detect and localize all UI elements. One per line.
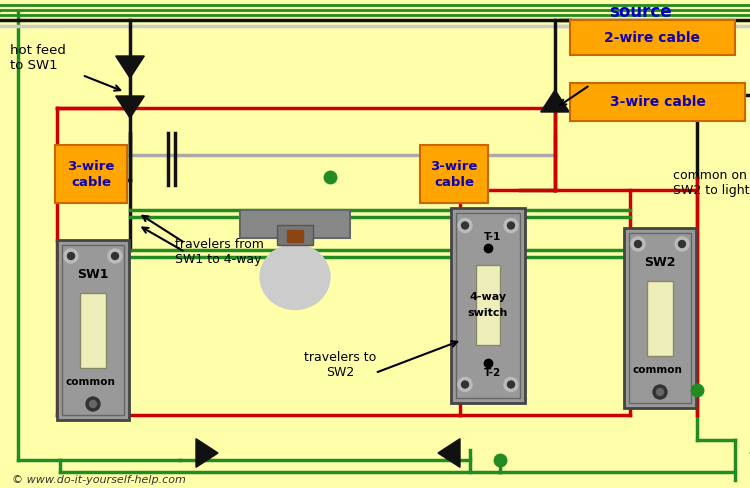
Polygon shape	[116, 56, 144, 78]
Text: source: source	[609, 3, 671, 21]
Bar	[647, 281, 673, 355]
FancyBboxPatch shape	[420, 145, 488, 203]
Text: common: common	[632, 365, 682, 375]
Circle shape	[64, 249, 78, 263]
Bar	[287, 230, 303, 242]
Text: 3-wire
cable: 3-wire cable	[68, 160, 115, 188]
Polygon shape	[196, 439, 218, 468]
FancyBboxPatch shape	[55, 145, 127, 203]
Text: SW1: SW1	[77, 267, 109, 281]
Text: common: common	[65, 377, 115, 387]
Circle shape	[653, 385, 667, 399]
Text: travelers from
SW1 to 4-way: travelers from SW1 to 4-way	[175, 238, 264, 266]
Text: 3-wire
cable: 3-wire cable	[430, 160, 478, 188]
Circle shape	[679, 241, 686, 247]
Text: © www.do-it-yourself-help.com: © www.do-it-yourself-help.com	[12, 475, 186, 485]
Text: 2-wire cable: 2-wire cable	[604, 30, 700, 44]
Circle shape	[631, 237, 645, 251]
Text: hot feed
to SW1: hot feed to SW1	[10, 44, 66, 72]
Circle shape	[68, 252, 74, 260]
Bar	[451, 207, 525, 403]
Circle shape	[634, 241, 641, 247]
Bar	[624, 228, 696, 408]
Circle shape	[504, 219, 518, 232]
Circle shape	[504, 378, 518, 391]
Polygon shape	[116, 96, 144, 118]
Text: travelers to
SW2: travelers to SW2	[304, 351, 376, 379]
FancyBboxPatch shape	[570, 83, 745, 121]
Ellipse shape	[260, 244, 330, 309]
Circle shape	[508, 381, 515, 388]
Circle shape	[508, 222, 515, 229]
Circle shape	[89, 401, 97, 407]
Bar	[57, 240, 129, 420]
Text: SW2: SW2	[644, 256, 676, 268]
Bar	[277, 225, 313, 245]
Polygon shape	[541, 90, 569, 112]
Circle shape	[86, 397, 100, 411]
Circle shape	[461, 222, 469, 229]
Bar	[80, 292, 106, 367]
Text: 3-wire cable: 3-wire cable	[610, 95, 706, 109]
Circle shape	[458, 219, 472, 232]
Text: T-2: T-2	[484, 367, 502, 378]
Bar	[456, 212, 520, 398]
Circle shape	[112, 252, 118, 260]
Polygon shape	[438, 439, 460, 468]
Text: 4-way: 4-way	[470, 292, 506, 302]
Circle shape	[458, 378, 472, 391]
Text: common on
SW2 to light: common on SW2 to light	[673, 169, 749, 197]
Circle shape	[108, 249, 122, 263]
Bar	[62, 245, 124, 415]
Circle shape	[656, 388, 664, 395]
Text: T-1: T-1	[484, 232, 502, 243]
Bar	[476, 265, 500, 345]
Bar	[240, 210, 350, 238]
FancyBboxPatch shape	[570, 20, 735, 55]
Bar	[629, 233, 691, 403]
Circle shape	[461, 381, 469, 388]
Circle shape	[675, 237, 689, 251]
Text: switch: switch	[468, 308, 509, 318]
